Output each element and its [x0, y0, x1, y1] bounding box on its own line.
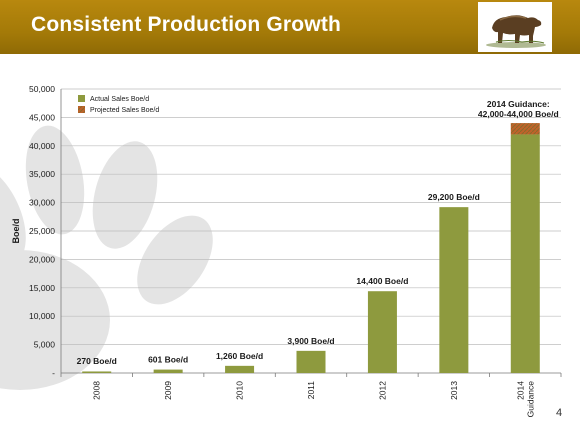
legend-swatch: [78, 106, 85, 113]
chart-area: - 5,000 10,000 15,000 20,000 25,000 30,000 35,0…: [0, 54, 580, 433]
legend-swatch: [78, 95, 85, 102]
y-tick-label: 20,000: [29, 254, 55, 264]
bar-data-label-line: 14,400 Boe/d: [356, 276, 408, 286]
axes: - 5,000 10,000 15,000 20,000 25,000 30,000 35,0…: [11, 84, 562, 418]
bar-data-label: 14,400 Boe/d: [356, 276, 408, 286]
x-tick-label-line: 2012: [377, 381, 387, 400]
bar-data-label-line: 29,200 Boe/d: [428, 192, 480, 202]
x-tick-label: 2009: [163, 381, 173, 400]
x-tick-label: 2010: [235, 381, 245, 400]
legend-label: Projected Sales Boe/d: [90, 107, 159, 114]
y-tick-label: 30,000: [29, 198, 55, 208]
x-tick-label-line: 2013: [449, 381, 459, 400]
x-tick-label-line: 2008: [92, 381, 102, 400]
x-tick-label: 2014Guidance: [515, 381, 535, 418]
x-tick-label-line: Guidance: [525, 381, 535, 418]
x-tick-label: 2012: [377, 381, 387, 400]
bar-actual: [225, 365, 255, 373]
bar-data-label: 2014 Guidance: 42,000-44,000 Boe/d: [478, 99, 559, 119]
gridlines: [61, 88, 561, 345]
bar-data-label-line: 1,260 Boe/d: [216, 351, 263, 361]
page-number: 4: [556, 407, 563, 419]
bars: [82, 123, 540, 373]
bar-actual: [82, 371, 112, 373]
bar-actual: [153, 369, 183, 373]
y-tick-label: 10,000: [29, 311, 55, 321]
data-labels: 270 Boe/d 601 Boe/d 1,260 Boe/d 3,900 Boe/d…: [77, 99, 559, 366]
bar-data-label-line: 2014 Guidance:: [487, 99, 550, 109]
slide-title: Consistent Production Growth: [31, 13, 342, 36]
bar-actual: [439, 207, 469, 373]
y-axis-label: Boe/d: [11, 218, 21, 243]
bar-data-label-line: 601 Boe/d: [148, 355, 188, 365]
y-tick-label: 40,000: [29, 141, 55, 151]
x-tick-label-line: 2014: [515, 381, 525, 400]
x-tick-label-line: 2011: [306, 381, 316, 400]
x-tick-label-line: 2010: [235, 381, 245, 400]
bar-data-label-line: 3,900 Boe/d: [287, 336, 334, 346]
paw-print-icon: [0, 125, 213, 390]
bar-actual: [296, 350, 326, 373]
bar-actual: [510, 134, 540, 373]
bar-data-label: 601 Boe/d: [148, 355, 188, 365]
x-tick-label-line: 2009: [163, 381, 173, 400]
y-tick-label: 50,000: [29, 84, 55, 94]
slide-header: Consistent Production Growth: [0, 0, 580, 54]
logo: [478, 2, 552, 52]
x-tick-label: 2013: [449, 381, 459, 400]
legend-label: Actual Sales Boe/d: [90, 96, 149, 103]
y-tick-label: 35,000: [29, 169, 55, 179]
y-tick-label: -: [52, 368, 55, 378]
bar-data-label-line: 270 Boe/d: [77, 356, 117, 366]
legend: Actual Sales Boe/d Projected Sales Boe/d: [78, 95, 159, 114]
y-tick-label: 15,000: [29, 283, 55, 293]
production-chart: - 5,000 10,000 15,000 20,000 25,000 30,000 35,0…: [0, 84, 562, 418]
bar-projected: [510, 123, 540, 135]
y-tick-label: 25,000: [29, 226, 55, 236]
bar-data-label: 29,200 Boe/d: [428, 192, 480, 202]
y-tick-label: 5,000: [34, 340, 56, 350]
y-tick-label: 45,000: [29, 112, 55, 122]
bar-data-label-line: 42,000-44,000 Boe/d: [478, 109, 559, 119]
bar-data-label: 3,900 Boe/d: [287, 336, 334, 346]
bear-icon: [486, 15, 546, 48]
x-tick-label: 2008: [92, 381, 102, 400]
x-tick-label: 2011: [306, 381, 316, 400]
bar-data-label: 270 Boe/d: [77, 356, 117, 366]
bar-actual: [367, 291, 397, 373]
bar-data-label: 1,260 Boe/d: [216, 351, 263, 361]
